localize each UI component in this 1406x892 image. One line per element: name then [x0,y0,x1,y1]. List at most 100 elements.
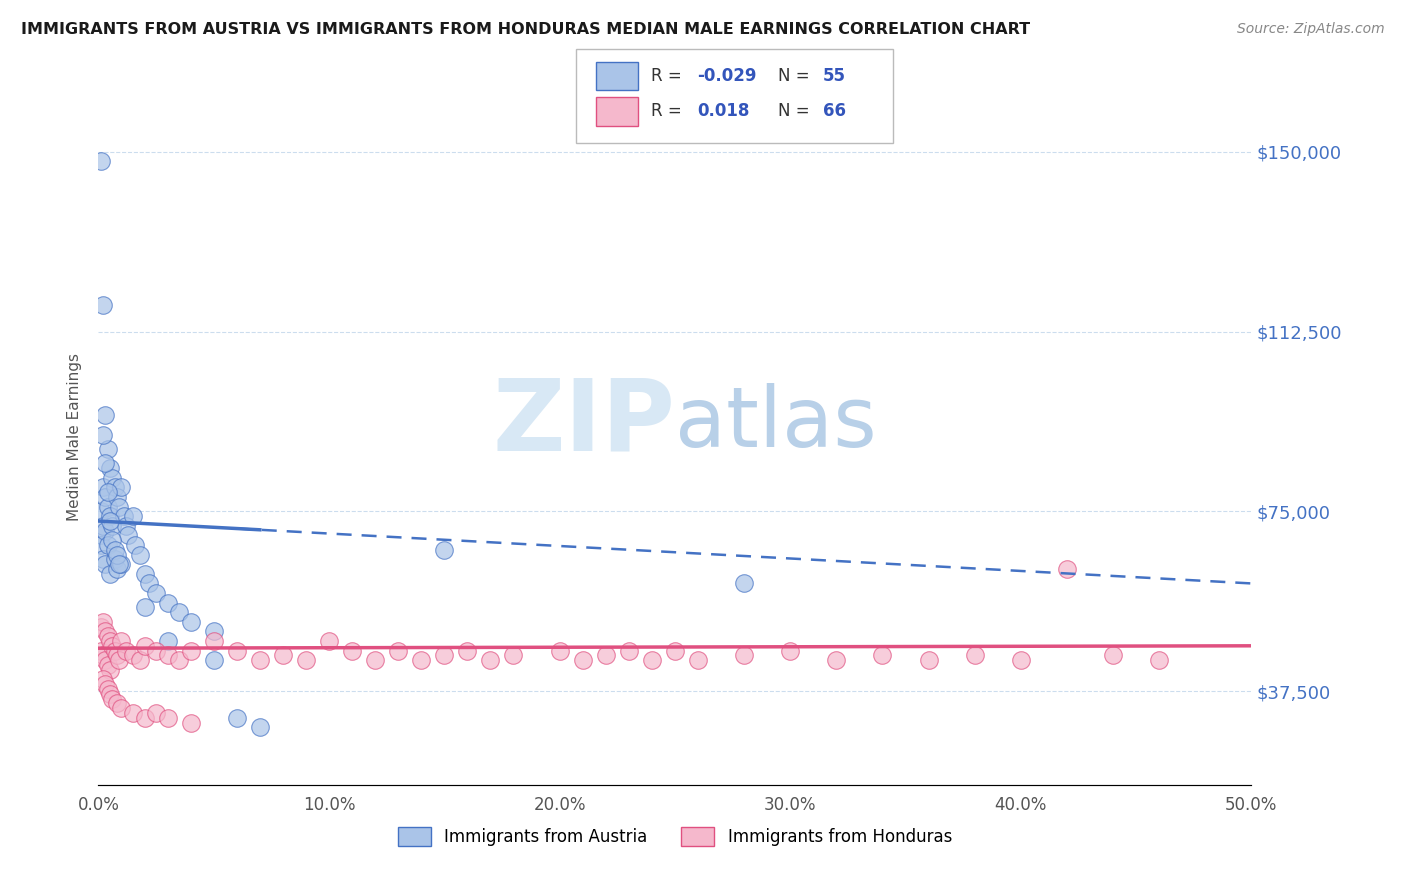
Point [433,542,456,557]
Text: 55: 55 [823,67,845,85]
Point [110,701,132,715]
Point [617,643,640,657]
Point [180,715,202,730]
Point [101,533,124,548]
Point [115,519,138,533]
Point [97,629,120,643]
Point [167,653,190,667]
Point [103,542,125,557]
Point [103,480,125,494]
Point [779,643,801,657]
Point [202,634,225,648]
Point [1010,653,1032,667]
Point [103,643,125,657]
Point [664,643,686,657]
Point [94,677,117,691]
Point [411,653,433,667]
Point [98,634,121,648]
Point [108,653,131,667]
Point [115,643,138,657]
Text: N =: N = [778,67,814,85]
Point [156,648,179,663]
Point [90,643,112,657]
Point [105,490,128,504]
Point [129,653,152,667]
Point [91,615,114,629]
Point [225,711,247,725]
Text: atlas: atlas [675,383,876,464]
Point [129,548,152,562]
Point [90,504,112,518]
Point [1102,648,1125,663]
Point [134,711,156,725]
Text: R =: R = [651,103,688,120]
Point [202,653,225,667]
Point [108,558,131,572]
Point [122,509,145,524]
Point [94,524,117,538]
Point [97,681,120,696]
Point [94,558,117,572]
Point [456,643,478,657]
Point [249,720,271,734]
Point [98,461,121,475]
Point [98,663,121,677]
Point [156,634,179,648]
Point [225,643,247,657]
Point [94,457,117,471]
Point [364,653,387,667]
Point [271,648,294,663]
Point [156,596,179,610]
Text: IMMIGRANTS FROM AUSTRIA VS IMMIGRANTS FROM HONDURAS MEDIAN MALE EARNINGS CORRELA: IMMIGRANTS FROM AUSTRIA VS IMMIGRANTS FR… [21,22,1031,37]
Point [295,653,318,667]
Point [249,653,271,667]
Point [145,586,167,600]
Point [117,528,139,542]
Point [94,624,117,639]
Point [101,471,124,485]
Point [112,509,135,524]
Point [110,480,132,494]
Y-axis label: Median Male Earnings: Median Male Earnings [67,353,83,521]
Point [479,653,502,667]
Text: ZIP: ZIP [492,375,675,472]
Point [917,653,939,667]
Point [595,648,617,663]
Point [90,619,112,633]
Point [91,427,114,442]
Point [97,538,120,552]
Point [98,687,121,701]
Point [571,653,593,667]
Point [103,552,125,566]
Point [318,634,340,648]
Point [90,528,112,542]
Point [1147,653,1170,667]
Point [963,648,986,663]
Point [733,576,755,591]
Point [872,648,894,663]
Point [134,600,156,615]
Point [733,648,755,663]
Point [167,605,190,619]
Point [180,643,202,657]
Point [134,639,156,653]
Point [105,697,128,711]
Point [110,634,132,648]
Point [105,562,128,576]
Legend: Immigrants from Austria, Immigrants from Honduras: Immigrants from Austria, Immigrants from… [391,821,959,853]
Point [91,552,114,566]
Point [98,509,121,524]
Point [97,658,120,673]
Point [97,500,120,514]
Point [548,643,571,657]
Text: R =: R = [651,67,688,85]
Point [145,706,167,720]
Point [90,538,112,552]
Point [110,558,132,572]
Point [502,648,524,663]
Point [101,691,124,706]
Text: Source: ZipAtlas.com: Source: ZipAtlas.com [1237,22,1385,37]
Point [98,514,121,528]
Point [1056,562,1078,576]
Point [387,643,409,657]
